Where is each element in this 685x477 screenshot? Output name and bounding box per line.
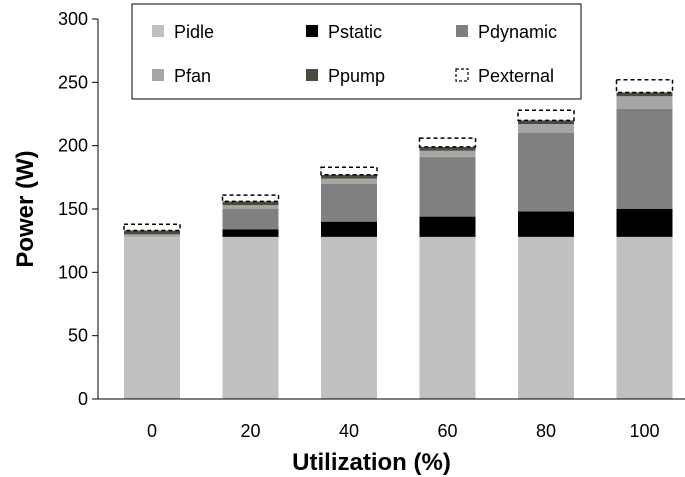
legend-swatch-pexternal bbox=[455, 68, 469, 82]
bar-segment-pfan-0 bbox=[124, 234, 180, 237]
bar-segment-pstatic-100 bbox=[616, 209, 673, 237]
legend-swatch-pstatic bbox=[306, 25, 318, 37]
legend-label-pexternal: Pexternal bbox=[478, 66, 554, 86]
bar-segment-ppump-0 bbox=[124, 230, 180, 235]
bar-segment-pexternal-0 bbox=[123, 223, 181, 232]
y-axis-ticks: 0 50 100 150 200 250 300 bbox=[58, 9, 98, 409]
bar-segment-pexternal-80 bbox=[517, 109, 575, 122]
bar-segment-pexternal-40 bbox=[320, 166, 378, 176]
legend-label-pdynamic: Pdynamic bbox=[478, 22, 557, 42]
x-axis-ticks: 0 20 40 60 80 100 bbox=[147, 421, 660, 441]
y-tick-label: 150 bbox=[58, 199, 88, 219]
legend: Pidle Pstatic Pdynamic Pfan Ppump Pexternal bbox=[131, 3, 582, 100]
y-tick-label: 0 bbox=[78, 389, 88, 409]
bar-stacks bbox=[123, 79, 674, 399]
bar-segment-pidle-100 bbox=[616, 236, 673, 399]
x-tick-label: 80 bbox=[536, 421, 556, 441]
bar-segment-pstatic-20 bbox=[222, 229, 279, 237]
bar-segment-pdynamic-80 bbox=[518, 133, 574, 212]
bar-segment-pdynamic-100 bbox=[616, 108, 673, 209]
x-tick-label: 0 bbox=[147, 421, 157, 441]
bar-segment-pidle-0 bbox=[124, 236, 180, 399]
legend-label-ppump: Ppump bbox=[328, 66, 385, 86]
legend-swatch-pfan bbox=[152, 69, 164, 81]
bar-segment-pstatic-60 bbox=[419, 216, 476, 237]
y-axis-title: Power (W) bbox=[12, 150, 39, 267]
y-tick-label: 50 bbox=[68, 326, 88, 346]
bar-segment-pfan-40 bbox=[321, 178, 377, 184]
bar-segment-pfan-100 bbox=[616, 96, 673, 109]
legend-swatch-pidle bbox=[152, 25, 164, 37]
legend-label-pidle: Pidle bbox=[174, 22, 214, 42]
bar-segment-pidle-80 bbox=[518, 236, 574, 399]
bar-segment-pstatic-40 bbox=[321, 221, 377, 237]
bar-segment-ppump-60 bbox=[419, 146, 476, 151]
bar-segment-pfan-60 bbox=[419, 150, 476, 158]
bar-segment-pexternal-20 bbox=[221, 194, 280, 203]
bar-stack-20 bbox=[221, 194, 280, 399]
y-tick-label: 300 bbox=[58, 9, 88, 29]
bar-stack-0 bbox=[123, 223, 181, 399]
bar-segment-pstatic-80 bbox=[518, 211, 574, 237]
bar-segment-pidle-20 bbox=[222, 236, 279, 399]
bar-segment-pfan-80 bbox=[518, 124, 574, 133]
legend-box bbox=[131, 3, 582, 100]
bar-segment-pexternal-60 bbox=[418, 137, 477, 148]
y-tick-label: 100 bbox=[58, 262, 88, 282]
bar-stack-100 bbox=[615, 79, 674, 399]
y-tick-label: 200 bbox=[58, 136, 88, 156]
legend-label-pfan: Pfan bbox=[174, 66, 211, 86]
bar-segment-ppump-40 bbox=[321, 174, 377, 179]
x-tick-label: 60 bbox=[437, 421, 457, 441]
bar-stack-60 bbox=[418, 137, 477, 399]
bar-segment-ppump-100 bbox=[616, 92, 673, 97]
legend-swatch-ppump bbox=[306, 69, 318, 81]
x-tick-label: 20 bbox=[240, 421, 260, 441]
y-tick-label: 250 bbox=[58, 72, 88, 92]
bar-stack-80 bbox=[517, 109, 575, 399]
bar-segment-pidle-60 bbox=[419, 236, 476, 399]
x-tick-label: 100 bbox=[629, 421, 659, 441]
bar-segment-ppump-80 bbox=[518, 120, 574, 125]
bar-stack-40 bbox=[320, 166, 378, 399]
bar-segment-ppump-20 bbox=[222, 201, 279, 206]
x-axis-title: Utilization (%) bbox=[292, 449, 451, 476]
bar-segment-pexternal-100 bbox=[615, 79, 674, 94]
bar-segment-pdynamic-60 bbox=[419, 157, 476, 217]
bar-segment-pfan-20 bbox=[222, 205, 279, 209]
legend-label-pstatic: Pstatic bbox=[328, 22, 382, 42]
bar-segment-pdynamic-40 bbox=[321, 183, 377, 222]
bar-segment-pdynamic-20 bbox=[222, 209, 279, 230]
legend-swatch-pdynamic bbox=[456, 25, 468, 37]
bar-segment-pidle-40 bbox=[321, 236, 377, 399]
x-tick-label: 40 bbox=[339, 421, 359, 441]
